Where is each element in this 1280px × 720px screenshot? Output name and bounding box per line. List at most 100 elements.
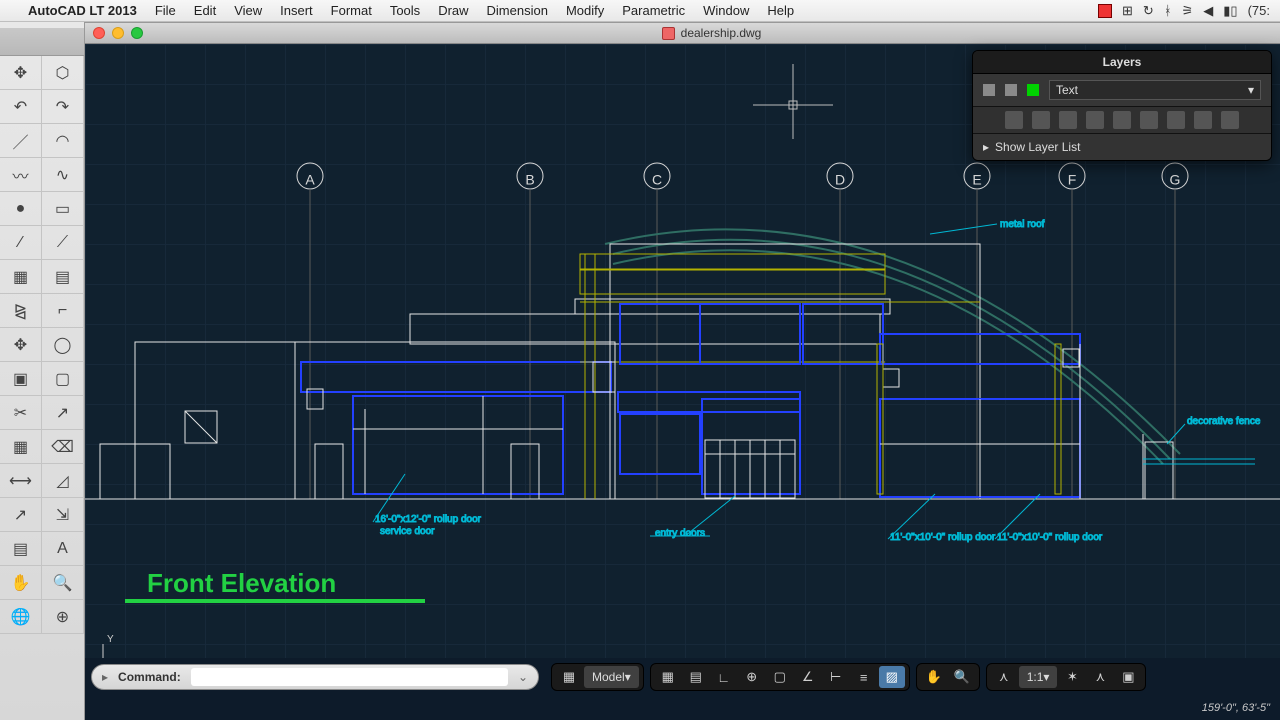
- spaces-icon[interactable]: ⊞: [1122, 3, 1133, 19]
- redo-button[interactable]: ↷: [42, 90, 84, 124]
- app-name[interactable]: AutoCAD LT 2013: [28, 3, 137, 18]
- zoom-button[interactable]: 🔍: [949, 666, 975, 688]
- layer-tool-1[interactable]: [1005, 111, 1023, 129]
- expand-icon[interactable]: ▸: [983, 140, 989, 154]
- cursor-tool[interactable]: ✥: [0, 56, 42, 90]
- layer-tool-9[interactable]: [1221, 111, 1239, 129]
- otrack-button[interactable]: ∠: [795, 666, 821, 688]
- minimize-icon[interactable]: [112, 27, 124, 39]
- menu-insert[interactable]: Insert: [280, 3, 313, 18]
- rotate-tool[interactable]: ◯: [42, 328, 84, 362]
- block-tool[interactable]: ▦: [0, 430, 42, 464]
- grid-display-button[interactable]: ▤: [683, 666, 709, 688]
- menu-dimension[interactable]: Dimension: [487, 3, 548, 18]
- dyn-input-button[interactable]: ⊢: [823, 666, 849, 688]
- menu-edit[interactable]: Edit: [194, 3, 216, 18]
- hatch-tool[interactable]: ▦: [0, 260, 42, 294]
- layer-tool-6[interactable]: [1140, 111, 1158, 129]
- svg-text:E: E: [972, 172, 981, 188]
- arc-tool[interactable]: ◠: [42, 124, 84, 158]
- dim-angle-tool[interactable]: ◿: [42, 464, 84, 498]
- layer-tool-5[interactable]: [1113, 111, 1131, 129]
- array-tool[interactable]: ▤: [42, 260, 84, 294]
- layer-visible-icon[interactable]: [983, 84, 995, 96]
- annoscale-value[interactable]: 1:1 ▾: [1019, 666, 1058, 688]
- extend-tool[interactable]: ↗: [42, 396, 84, 430]
- line-tool[interactable]: ／: [0, 124, 42, 158]
- command-line[interactable]: ▸ Command: ⌄: [91, 664, 539, 690]
- text-tool[interactable]: A: [42, 532, 84, 566]
- wifi-icon[interactable]: ⚞: [1182, 3, 1194, 19]
- clock[interactable]: (75:: [1248, 3, 1270, 18]
- model-space-button[interactable]: Model ▾: [584, 666, 639, 688]
- menu-tools[interactable]: Tools: [390, 3, 420, 18]
- document-title: dealership.dwg: [681, 26, 762, 40]
- layers-panel[interactable]: Layers Text ▾ ▸ Show Layer List: [972, 50, 1272, 161]
- xline-tool[interactable]: ⟋: [42, 226, 84, 260]
- leader-tool[interactable]: ↗: [0, 498, 42, 532]
- menu-draw[interactable]: Draw: [438, 3, 468, 18]
- menu-file[interactable]: File: [155, 3, 176, 18]
- layer-dropdown[interactable]: Text ▾: [1049, 80, 1261, 100]
- layer-tool-3[interactable]: [1059, 111, 1077, 129]
- selection-tool[interactable]: ⬡: [42, 56, 84, 90]
- erase-tool[interactable]: ⌫: [42, 430, 84, 464]
- quickdim-tool[interactable]: ⇲: [42, 498, 84, 532]
- trim-tool[interactable]: ✂: [0, 396, 42, 430]
- paste-tool[interactable]: ▢: [42, 362, 84, 396]
- spline-tool[interactable]: 〰: [0, 158, 42, 192]
- ortho-tool[interactable]: ⊕: [42, 600, 84, 634]
- polar-button[interactable]: ⊕: [739, 666, 765, 688]
- layer-tool-4[interactable]: [1086, 111, 1104, 129]
- record-icon[interactable]: [1098, 4, 1112, 18]
- bluetooth-icon[interactable]: ᚼ: [1164, 3, 1172, 18]
- bottom-bar: ▸ Command: ⌄ ▦ Model ▾ ▦ ▤ ∟ ⊕ ▢ ∠ ⊢ ≡ ▨…: [85, 658, 1280, 720]
- transparency-button[interactable]: ▨: [879, 666, 905, 688]
- polyline-tool[interactable]: ∕: [0, 226, 42, 260]
- zoom-tool[interactable]: 🔍: [42, 566, 84, 600]
- curve-tool[interactable]: ∿: [42, 158, 84, 192]
- quickview-button[interactable]: ▦: [556, 666, 582, 688]
- copy-tool[interactable]: ▣: [0, 362, 42, 396]
- close-icon[interactable]: [93, 27, 105, 39]
- pan-tool[interactable]: ✋: [0, 566, 42, 600]
- move-tool[interactable]: ✥: [0, 328, 42, 362]
- menu-view[interactable]: View: [234, 3, 262, 18]
- menu-modify[interactable]: Modify: [566, 3, 604, 18]
- battery-icon[interactable]: ▮▯: [1223, 3, 1237, 19]
- note-metal-roof: metal roof: [1000, 219, 1045, 230]
- circle-tool[interactable]: ●: [0, 192, 42, 226]
- layer-tool-8[interactable]: [1194, 111, 1212, 129]
- timemachine-icon[interactable]: ↻: [1143, 3, 1154, 19]
- layer-tool-2[interactable]: [1032, 111, 1050, 129]
- globe-tool[interactable]: 🌐: [0, 600, 42, 634]
- snap-grid-button[interactable]: ▦: [655, 666, 681, 688]
- table-tool[interactable]: ▤: [0, 532, 42, 566]
- workspace-button[interactable]: ▣: [1115, 666, 1141, 688]
- ortho-button[interactable]: ∟: [711, 666, 737, 688]
- layer-tool-7[interactable]: [1167, 111, 1185, 129]
- osnap-button[interactable]: ▢: [767, 666, 793, 688]
- rect-tool[interactable]: ▭: [42, 192, 84, 226]
- volume-icon[interactable]: ◀: [1203, 3, 1213, 19]
- svg-text:F: F: [1068, 172, 1077, 188]
- menu-help[interactable]: Help: [767, 3, 794, 18]
- dwg-file-icon: [662, 27, 675, 40]
- menu-format[interactable]: Format: [331, 3, 372, 18]
- pan-button[interactable]: ✋: [921, 666, 947, 688]
- lineweight-button[interactable]: ≡: [851, 666, 877, 688]
- menu-window[interactable]: Window: [703, 3, 749, 18]
- layer-freeze-icon[interactable]: [1005, 84, 1017, 96]
- mirror-tool[interactable]: ⧎: [0, 294, 42, 328]
- annovisibility-button[interactable]: ✶: [1059, 666, 1085, 688]
- command-input[interactable]: [191, 668, 508, 686]
- menu-parametric[interactable]: Parametric: [622, 3, 685, 18]
- layer-color-swatch[interactable]: [1027, 84, 1039, 96]
- annoscale-icon[interactable]: ⋏: [991, 666, 1017, 688]
- undo-button[interactable]: ↶: [0, 90, 42, 124]
- dim-linear-tool[interactable]: ⟷: [0, 464, 42, 498]
- annoauto-button[interactable]: ⋏: [1087, 666, 1113, 688]
- show-layer-list[interactable]: Show Layer List: [995, 140, 1080, 154]
- zoom-icon[interactable]: [131, 27, 143, 39]
- offset-tool[interactable]: ⌐: [42, 294, 84, 328]
